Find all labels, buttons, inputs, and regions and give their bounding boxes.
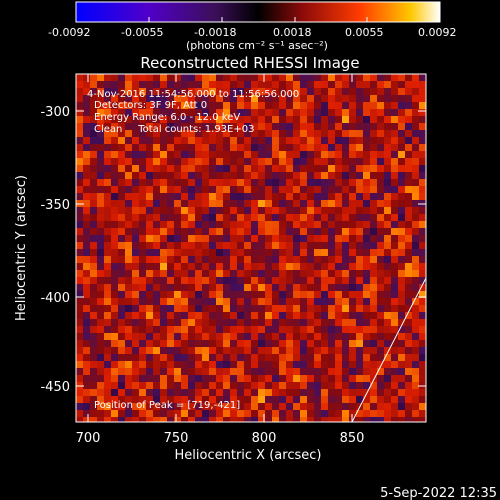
plot-frame: [75, 73, 427, 423]
x-tick-label: 750: [164, 431, 189, 446]
plot-title: Reconstructed RHESSI Image: [140, 54, 359, 72]
colorbar-tick-label: 0.0055: [345, 26, 384, 39]
x-tick-label: 850: [340, 431, 365, 446]
colorbar-tick-label: -0.0055: [121, 26, 163, 39]
energy-range-annotation: Energy Range: 6.0 - 12.0 keV: [94, 112, 240, 123]
x-tick-label: 700: [76, 431, 101, 446]
axis-ticks: [76, 74, 426, 422]
peak-position-annotation: Position of Peak = [719,-421]: [94, 400, 240, 411]
colorbar-units-label: (photons cm⁻² s⁻¹ asec⁻²): [186, 39, 328, 52]
colorbar-tick-label: -0.0092: [48, 26, 90, 39]
detectors-annotation: Detectors: 3F 9F, Att 0: [94, 100, 207, 111]
colorbar: [75, 1, 441, 23]
y-axis-title: Heliocentric Y (arcsec): [14, 175, 29, 321]
y-tick-label: -400: [40, 291, 70, 306]
image-heatmap: [76, 74, 426, 422]
counts-annotation: Clean Total counts: 1.93E+03: [94, 124, 254, 135]
solar-limb-line: [351, 277, 427, 423]
y-tick-label: -300: [40, 105, 70, 120]
x-tick-label: 800: [252, 431, 277, 446]
colorbar-tick-label: -0.0018: [194, 26, 236, 39]
colorbar-tick-label: 0.0018: [273, 26, 312, 39]
y-tick-label: -450: [40, 380, 70, 395]
colorbar-tick-label: 0.0092: [418, 26, 457, 39]
plot-timestamp: 5-Sep-2022 12:35: [380, 486, 497, 500]
colorbar-ticks: [75, 17, 441, 22]
time-range-annotation: 4-Nov-2016 11:54:56.000 to 11:56:56.000: [87, 89, 299, 100]
y-tick-label: -350: [40, 198, 70, 213]
x-axis-title: Heliocentric X (arcsec): [175, 448, 322, 463]
